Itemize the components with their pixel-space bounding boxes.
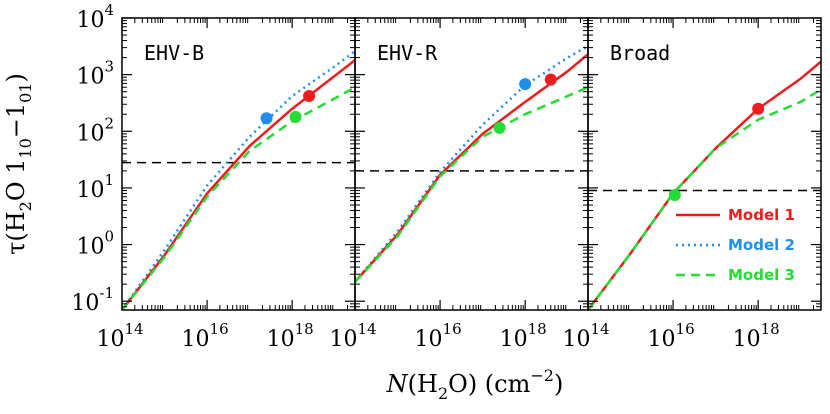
marker-model2 (260, 112, 273, 125)
panel-label: Broad (610, 41, 670, 65)
panels-group: EHV-B EHV-R Broad (121, 17, 822, 311)
y-tick-label: 101 (76, 171, 114, 203)
marker-model1 (752, 102, 765, 115)
y-axis: 10-1 100 101 102 103 104 (71, 1, 114, 316)
y-tick-label: 102 (76, 114, 114, 146)
marker-model1 (303, 89, 316, 102)
legend-label-model2: Model 2 (728, 236, 795, 254)
marker-model2 (519, 78, 532, 91)
panel-broad: Broad (587, 17, 822, 311)
y-tick-label: 10-1 (71, 284, 114, 316)
x-tick-label: 1016 (415, 320, 462, 352)
legend: Model 1 Model 2 Model 3 (676, 206, 795, 284)
panel-ehv-b: EHV-B (121, 17, 356, 311)
y-tick-label: 100 (76, 228, 114, 260)
marker-model1 (544, 73, 557, 86)
y-axis-title: τ(H2O 110−101) (2, 73, 35, 255)
x-tick-label: 1014 (96, 320, 143, 352)
series-line-model2 (122, 50, 355, 310)
panel-label: EHV-B (144, 41, 204, 65)
x-tick-label: 1018 (733, 320, 780, 352)
y-tick-label: 104 (76, 1, 114, 33)
series-line-model1 (588, 60, 821, 310)
panel-ehv-r: EHV-R (354, 17, 589, 311)
series-line-model1 (355, 53, 588, 283)
series-line-model3 (588, 88, 821, 310)
x-axis: 1014 1016 1018 1014 1016 1018 1014 1016 1018 (96, 320, 779, 352)
marker-model3 (668, 189, 681, 202)
panel-frame (587, 17, 822, 311)
series-line-model3 (355, 86, 588, 283)
panel-label: EHV-R (377, 41, 438, 65)
legend-label-model3: Model 3 (728, 266, 795, 284)
series-line-model1 (122, 59, 355, 310)
x-tick-label: 1014 (329, 320, 376, 352)
x-tick-label: 1018 (267, 320, 314, 352)
series-line-model3 (122, 86, 355, 310)
legend-label-model1: Model 1 (728, 206, 795, 224)
y-tick-label: 103 (76, 58, 114, 90)
x-tick-label: 1018 (500, 320, 547, 352)
marker-model3 (289, 110, 302, 123)
x-axis-title: N(H2O) (cm−2) (386, 366, 564, 403)
marker-model3 (493, 121, 506, 134)
x-tick-label: 1016 (182, 320, 229, 352)
x-tick-label: 1014 (562, 320, 609, 352)
x-tick-label: 1016 (648, 320, 695, 352)
